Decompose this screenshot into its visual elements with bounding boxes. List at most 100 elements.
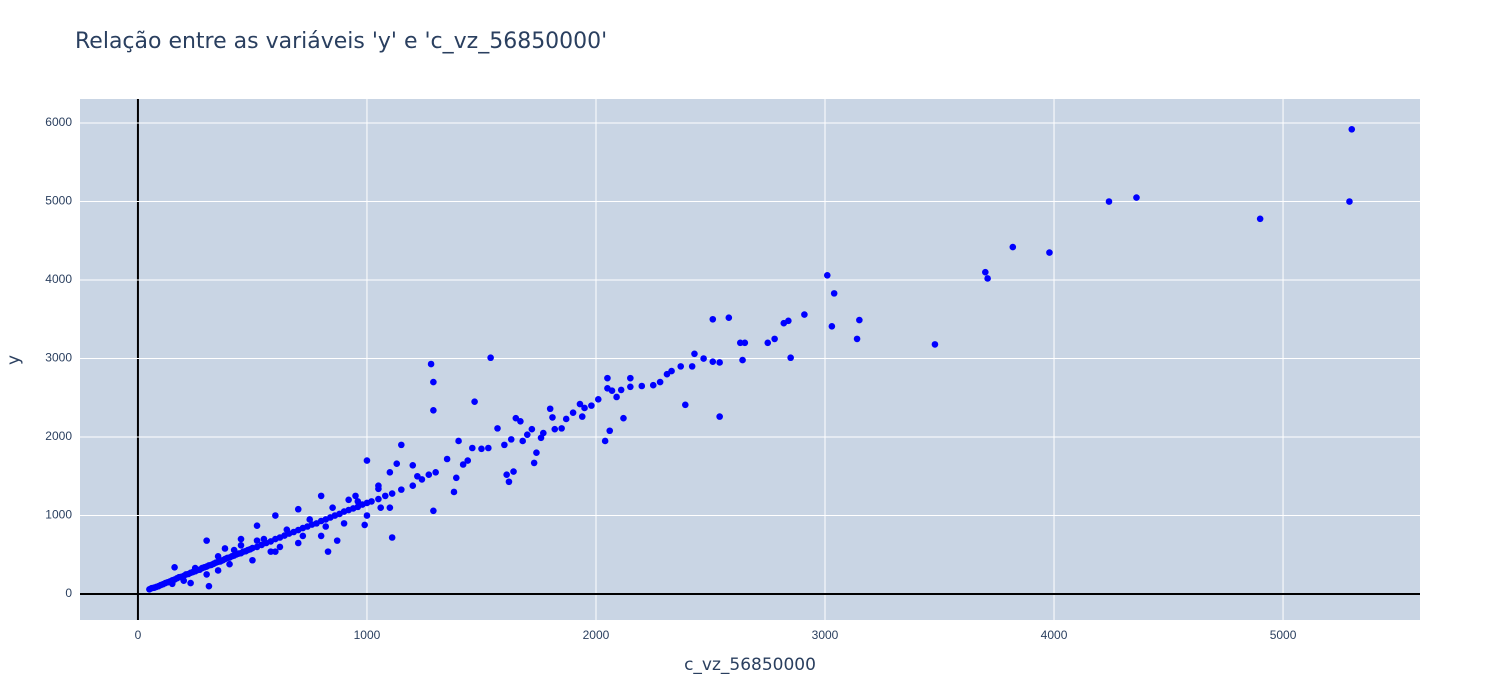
point <box>627 374 634 382</box>
y-tick-label: 2000 <box>45 429 72 443</box>
point <box>823 272 831 279</box>
point <box>549 414 556 421</box>
x-tick-label: 3000 <box>812 628 839 642</box>
point <box>764 339 772 347</box>
point <box>361 521 368 529</box>
point <box>221 545 229 552</box>
point <box>452 474 460 482</box>
point <box>510 468 517 475</box>
point <box>180 577 188 584</box>
point <box>267 548 275 555</box>
point <box>716 359 723 366</box>
point <box>1105 198 1113 205</box>
point <box>1256 215 1264 223</box>
point <box>853 335 861 343</box>
point <box>487 354 494 362</box>
point <box>226 560 233 568</box>
point <box>494 425 501 432</box>
point <box>464 457 472 464</box>
point <box>377 504 385 511</box>
point <box>363 457 371 464</box>
point <box>709 315 717 323</box>
point <box>345 496 352 504</box>
point <box>656 378 664 386</box>
plot-area <box>80 99 1420 620</box>
point <box>604 374 611 382</box>
point <box>306 516 314 523</box>
point <box>677 363 685 370</box>
point <box>469 444 476 452</box>
point <box>569 409 577 416</box>
point <box>388 534 396 541</box>
point <box>272 512 279 519</box>
point <box>171 564 178 571</box>
point <box>507 436 515 443</box>
point <box>471 398 478 405</box>
point <box>333 537 341 544</box>
y-tick-label: 3000 <box>45 351 72 365</box>
point <box>562 415 570 423</box>
x-tick-label: 1000 <box>354 628 381 642</box>
y-tick-label: 5000 <box>45 194 72 208</box>
point <box>780 319 788 327</box>
point <box>801 311 808 318</box>
point <box>620 414 627 422</box>
point <box>205 582 213 590</box>
y-axis-title: y <box>4 355 24 365</box>
point <box>398 441 405 449</box>
point <box>551 425 559 433</box>
point <box>317 492 325 500</box>
point <box>1009 243 1017 251</box>
point <box>533 449 540 457</box>
point <box>276 543 284 551</box>
x-tick-label: 2000 <box>583 628 610 642</box>
point <box>771 335 778 343</box>
point <box>688 363 696 370</box>
point <box>691 350 698 358</box>
point <box>736 339 744 347</box>
point <box>627 383 634 391</box>
point <box>375 495 382 503</box>
point <box>393 460 401 468</box>
point <box>606 427 614 435</box>
point <box>299 532 307 540</box>
point <box>317 532 325 540</box>
point <box>682 401 689 409</box>
point <box>368 498 375 505</box>
point <box>283 526 291 533</box>
point <box>581 404 588 412</box>
point <box>340 520 348 527</box>
point <box>558 425 565 432</box>
y-tick-label: 6000 <box>45 115 72 129</box>
x-tick-label: 0 <box>135 628 142 642</box>
point <box>984 275 991 282</box>
y-tick-label: 4000 <box>45 272 72 286</box>
point <box>386 504 394 511</box>
point <box>249 556 256 564</box>
point <box>425 471 433 478</box>
point <box>528 425 536 433</box>
point <box>613 393 620 401</box>
point <box>578 413 586 420</box>
point <box>450 488 458 496</box>
point <box>187 579 194 587</box>
point <box>828 323 836 330</box>
point <box>272 548 279 555</box>
point <box>253 537 261 544</box>
point <box>363 512 371 519</box>
point <box>432 469 439 476</box>
point <box>409 482 417 489</box>
point <box>427 360 435 368</box>
point <box>329 504 336 511</box>
x-axis-title: c_vz_56850000 <box>684 655 816 675</box>
point <box>982 268 989 276</box>
point <box>203 571 210 578</box>
point <box>443 455 451 463</box>
point <box>260 535 268 543</box>
point <box>230 546 238 554</box>
point <box>409 461 417 469</box>
point <box>546 405 554 413</box>
point <box>386 469 394 476</box>
point <box>237 535 245 543</box>
